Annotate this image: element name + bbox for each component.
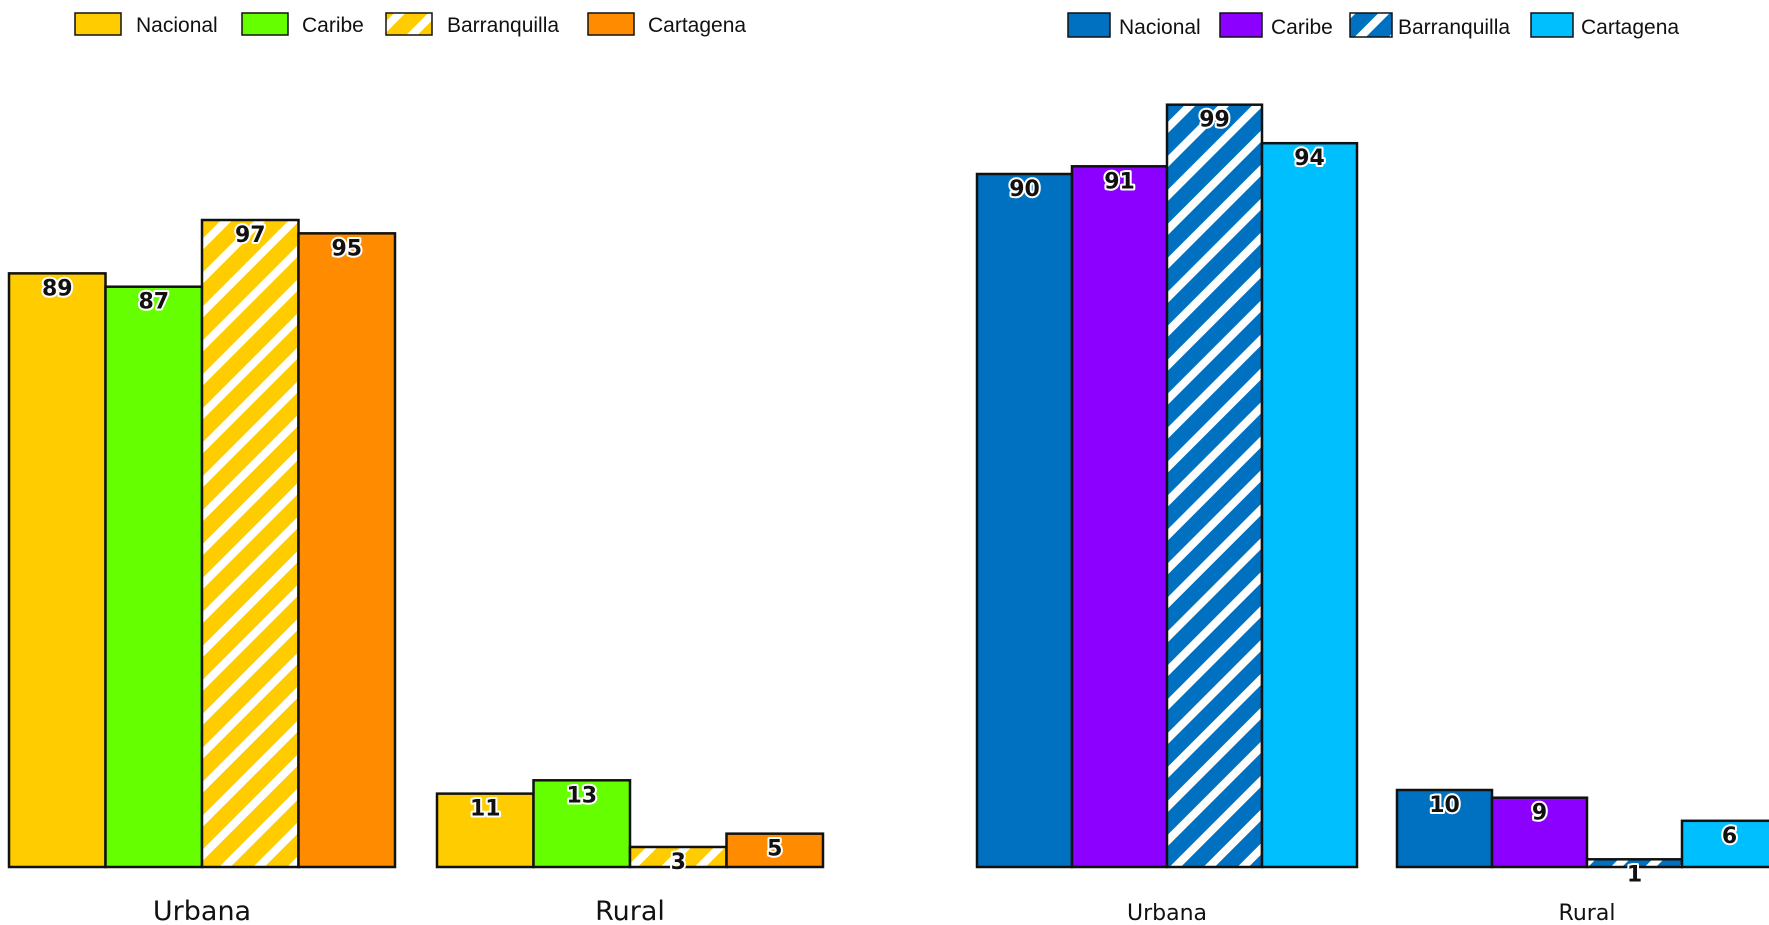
data-label-cartagena-rural: 6	[1722, 824, 1737, 849]
bar-nacional-rural	[1395, 788, 1494, 869]
legend-label-caribe: Caribe	[302, 14, 364, 37]
data-label-nacional-rural: 11	[470, 797, 501, 822]
data-label-caribe-urbana: 91	[1104, 169, 1135, 194]
legend-swatch-cartagena	[587, 12, 635, 36]
legend-swatch-nacional	[1067, 12, 1111, 38]
legend-swatch-barranquilla	[1349, 12, 1393, 38]
legend-label-cartagena: Cartagena	[648, 14, 746, 37]
legend-label-nacional: Nacional	[1119, 16, 1201, 39]
data-label-barranquilla-urbana: 97	[235, 223, 266, 248]
legend-swatch-caribe	[1219, 12, 1263, 38]
bar-cartagena-rural	[1680, 819, 1769, 869]
legend-label-barranquilla: Barranquilla	[1398, 16, 1510, 39]
bar-barranquilla-urbana	[1165, 103, 1264, 869]
category-label-rural: Rural	[1559, 901, 1616, 925]
bar-nacional-urbana	[975, 172, 1074, 869]
bar-cartagena-rural	[725, 832, 825, 869]
legend-swatch-nacional	[74, 12, 122, 36]
category-label-urbana: Urbana	[1127, 901, 1207, 925]
data-label-cartagena-urbana: 95	[331, 236, 362, 261]
bar-barranquilla-urbana	[200, 218, 300, 869]
bar-caribe-rural	[1490, 796, 1589, 869]
data-label-nacional-urbana: 89	[42, 276, 73, 301]
bar-nacional-urbana	[7, 272, 107, 869]
legend-swatch-caribe	[241, 12, 289, 36]
legend-label-caribe: Caribe	[1271, 16, 1333, 39]
bar-cartagena-urbana	[1260, 141, 1359, 869]
legend-label-cartagena: Cartagena	[1581, 16, 1679, 39]
bar-caribe-urbana	[1070, 165, 1169, 869]
data-label-barranquilla-rural: 1	[1627, 862, 1642, 887]
bar-cartagena-urbana	[297, 232, 397, 869]
data-label-barranquilla-urbana: 99	[1199, 108, 1230, 133]
data-label-caribe-rural: 9	[1532, 801, 1547, 826]
data-label-nacional-urbana: 90	[1009, 177, 1040, 202]
bar-nacional-rural	[435, 792, 535, 869]
category-label-urbana: Urbana	[153, 896, 251, 925]
legend-label-nacional: Nacional	[136, 14, 218, 37]
category-label-rural: Rural	[595, 896, 665, 925]
data-label-cartagena-urbana: 94	[1294, 146, 1325, 171]
bar-caribe-rural	[532, 779, 632, 869]
data-label-nacional-rural: 10	[1429, 793, 1460, 818]
data-label-caribe-urbana: 87	[138, 290, 169, 315]
data-label-barranquilla-rural: 3	[671, 850, 686, 875]
legend-swatch-cartagena	[1530, 12, 1574, 38]
legend-label-barranquilla: Barranquilla	[447, 14, 559, 37]
data-label-cartagena-rural: 5	[767, 837, 782, 862]
legend-swatch-barranquilla	[385, 12, 433, 36]
data-label-caribe-rural: 13	[566, 783, 597, 808]
chart-left: 89 87 97 95 Urbana 11 13 3 5 Rural Nacional Caribe B…	[7, 12, 825, 925]
bar-caribe-urbana	[104, 285, 204, 869]
